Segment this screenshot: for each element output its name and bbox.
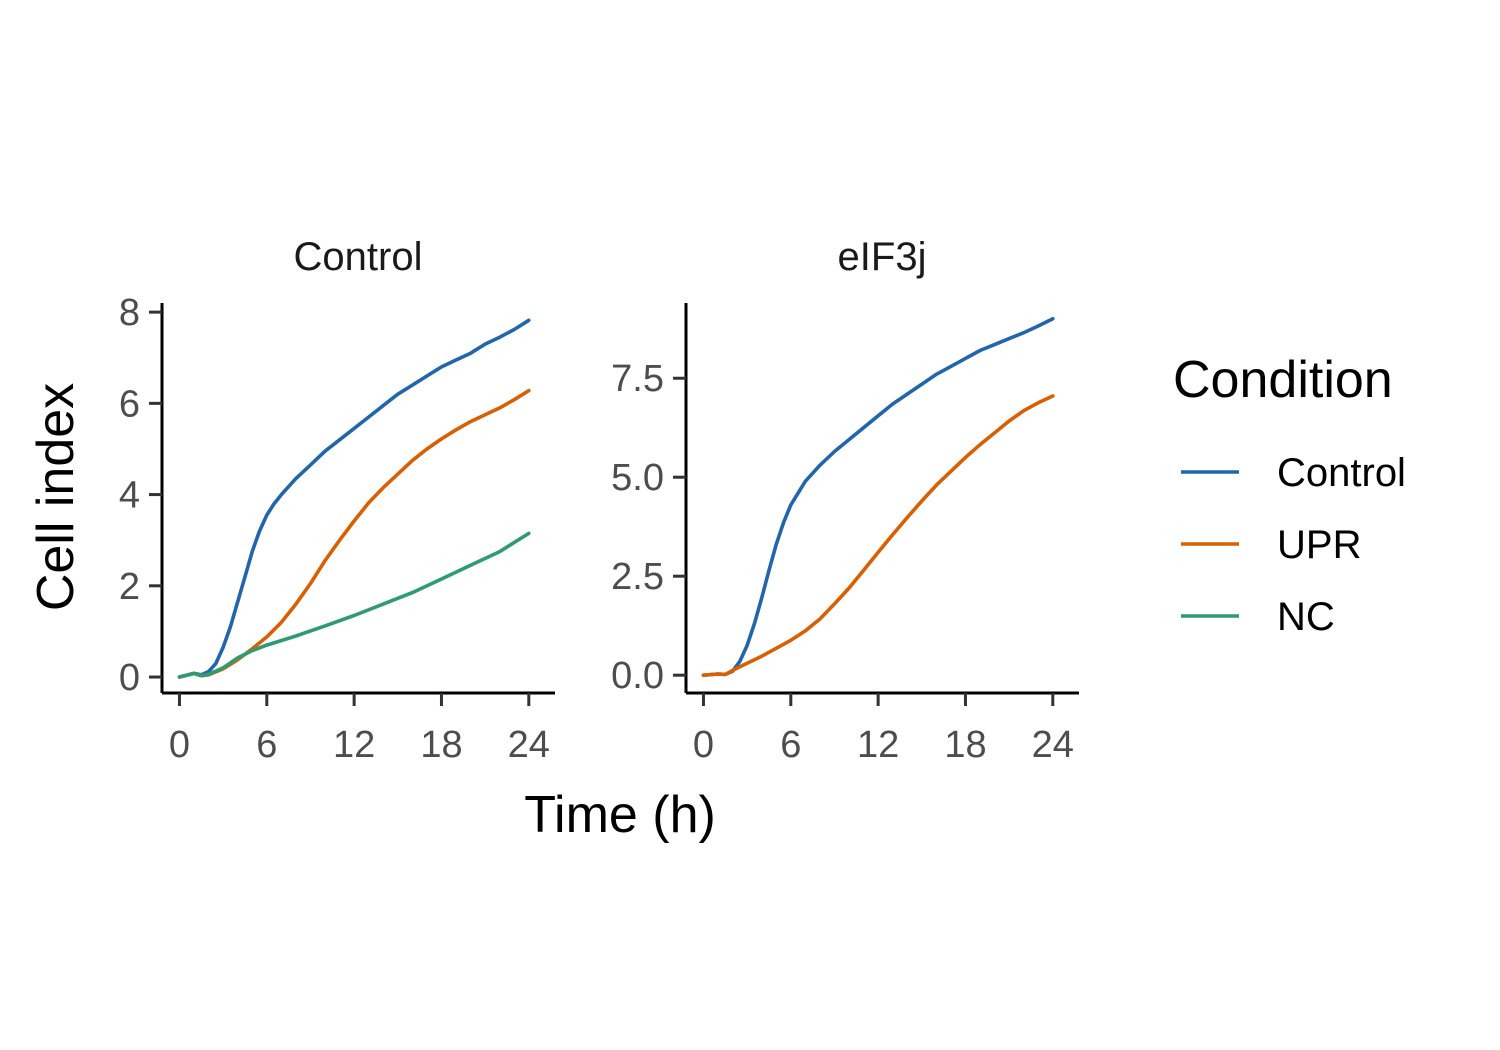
panel-control-series <box>177 318 531 679</box>
x-tick-label: 24 <box>1032 724 1074 766</box>
x-tick-label: 12 <box>857 724 899 766</box>
x-tick-label: 0 <box>169 724 190 766</box>
legend-label: UPR <box>1277 523 1361 567</box>
x-tick-label: 6 <box>256 724 277 766</box>
x-tick-label: 0 <box>693 724 714 766</box>
y-tick-label: 0.0 <box>611 655 664 697</box>
panel-title-eif3j: eIF3j <box>838 235 927 279</box>
x-tick-label: 12 <box>333 724 375 766</box>
series-line-control-nc <box>177 531 531 679</box>
legend-label: Control <box>1277 451 1406 495</box>
y-tick-label: 2 <box>119 566 140 608</box>
series-line-control-control <box>177 318 531 679</box>
x-axis-title: Time (h) <box>524 786 716 844</box>
panel-title-control: Control <box>294 235 423 279</box>
legend-label: NC <box>1277 595 1335 639</box>
y-tick-label: 5.0 <box>611 457 664 499</box>
panel-eif3j-series <box>701 317 1055 677</box>
y-tick-label: 8 <box>119 292 140 334</box>
legend-title: Condition <box>1173 351 1393 409</box>
panel-eif3j: eIF3j 0.0 2.5 5.0 7.5 0 6 12 18 24 <box>611 235 1079 766</box>
legend: Condition Control UPR NC <box>1173 351 1406 639</box>
x-tick-label: 6 <box>780 724 801 766</box>
legend-item-control: Control <box>1181 451 1406 495</box>
series-line-eif3j-control <box>701 317 1055 677</box>
y-tick-label: 0 <box>119 657 140 699</box>
series-line-control-upr <box>177 388 531 679</box>
y-axis-title: Cell index <box>27 383 85 611</box>
legend-item-nc: NC <box>1181 595 1335 639</box>
y-tick-label: 6 <box>119 383 140 425</box>
legend-item-upr: UPR <box>1181 523 1361 567</box>
panel-eif3j-axes: 0.0 2.5 5.0 7.5 0 6 12 18 24 <box>611 303 1079 766</box>
y-tick-label: 7.5 <box>611 358 664 400</box>
x-tick-label: 18 <box>944 724 986 766</box>
y-tick-label: 2.5 <box>611 556 664 598</box>
x-tick-label: 18 <box>420 724 462 766</box>
x-tick-label: 24 <box>508 724 550 766</box>
series-line-eif3j-upr <box>701 394 1055 677</box>
legend-entries: Control UPR NC <box>1181 451 1406 639</box>
y-tick-label: 4 <box>119 475 140 517</box>
